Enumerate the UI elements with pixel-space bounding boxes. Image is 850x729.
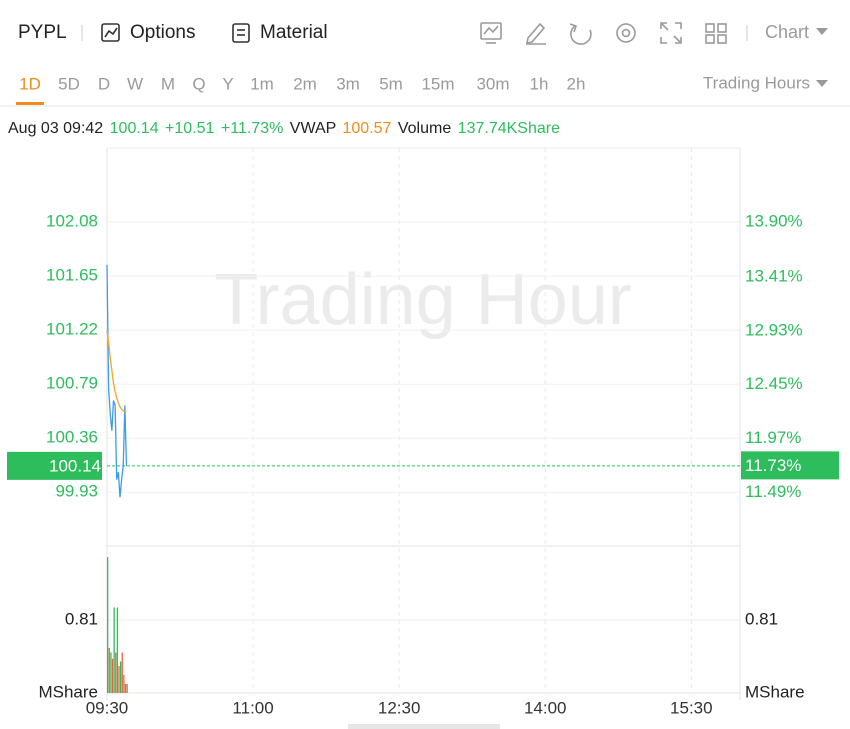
y-tick-label: 99.93 <box>55 482 98 501</box>
quote-time: Aug 03 09:42 <box>8 120 103 137</box>
volume-bar <box>115 652 117 693</box>
period-tab[interactable]: W <box>127 74 143 93</box>
period-tab[interactable]: D <box>98 74 110 93</box>
y2-tick-label: 13.90% <box>745 212 803 231</box>
dropdown-arrow <box>816 80 828 87</box>
last-change-badge <box>741 451 839 480</box>
volume-bar <box>118 665 120 693</box>
period-tab[interactable]: 1m <box>250 74 274 93</box>
last-change-label: 11.73% <box>745 456 801 475</box>
material-button[interactable]: Material <box>260 22 328 43</box>
volume-bar <box>108 647 110 693</box>
fullscreen-icon[interactable] <box>660 22 682 44</box>
volume-bar <box>124 683 127 693</box>
draw-icon[interactable] <box>525 22 546 45</box>
quote-change: +10.51 <box>165 120 214 137</box>
y2-tick-label: 12.93% <box>745 320 803 339</box>
watermark: Trading Hour <box>214 260 632 340</box>
quote-change-pct: +11.73% <box>221 120 283 137</box>
volume-bar <box>126 683 128 693</box>
y-tick-label: 102.08 <box>46 212 98 231</box>
price-line <box>106 330 127 413</box>
y-tick-label: 101.65 <box>46 266 98 285</box>
settings-icon[interactable] <box>616 23 636 43</box>
x-tick-label: 14:00 <box>524 698 567 717</box>
y2-tick-label: 12.45% <box>745 374 803 393</box>
volume-bar <box>111 658 114 693</box>
vwap-value: 100.57 <box>342 120 391 137</box>
session-menu[interactable]: Trading Hours <box>703 73 810 92</box>
volume-bar <box>123 674 125 693</box>
indicator-icon[interactable] <box>480 22 502 44</box>
x-tick-label: 09:30 <box>86 698 129 717</box>
active-underline <box>16 102 44 105</box>
period-tab[interactable]: Q <box>192 74 205 93</box>
period-tab[interactable]: 5m <box>379 74 403 93</box>
volume-bar <box>113 607 115 693</box>
material-icon[interactable] <box>232 23 250 43</box>
dropdown-arrow <box>816 28 828 35</box>
chart: Trading Hour 09:30 11:00 12:30 14:00 15:30 99.… <box>7 147 839 717</box>
period-tab[interactable]: 3m <box>336 74 360 93</box>
scrollbar[interactable] <box>348 724 500 729</box>
volume-bar <box>116 607 119 693</box>
period-tab[interactable]: 30m <box>476 74 509 93</box>
x-tick-label: 12:30 <box>378 698 421 717</box>
y-tick-label: 101.22 <box>46 320 98 339</box>
layout-icon[interactable] <box>705 23 727 44</box>
period-tabs: 1D 5D D W M Q Y 1m 2m 3m 5m 15m 30m 1h 2h <box>16 74 585 105</box>
y2-tick-label: 11.97% <box>745 428 801 447</box>
volume-label: Volume <box>398 120 451 137</box>
period-tab[interactable]: 1D <box>19 74 41 93</box>
symbol[interactable]: PYPL <box>18 22 67 43</box>
period-tab[interactable]: 2h <box>567 74 586 93</box>
volume-unit: MShare <box>745 682 805 701</box>
x-tick-label: 11:00 <box>232 698 273 717</box>
period-tab[interactable]: 15m <box>421 74 454 93</box>
period-tab[interactable]: 1h <box>530 74 549 93</box>
y-tick-label: 0.81 <box>65 610 98 629</box>
x-tick-label: 15:30 <box>670 698 713 717</box>
volume-bar <box>107 557 109 693</box>
y-tick-label: 100.36 <box>46 428 98 447</box>
reset-icon[interactable] <box>569 23 592 45</box>
quote-price: 100.14 <box>110 120 159 137</box>
y-tick-label: 100.79 <box>46 374 98 393</box>
options-icon[interactable] <box>101 23 120 42</box>
y2-tick-label: 13.41% <box>745 266 803 285</box>
period-tab[interactable]: 5D <box>58 74 80 93</box>
chart-menu[interactable]: Chart <box>765 22 809 42</box>
quote-line: Aug 03 09:42 100.14 +10.51 +11.73% VWAP … <box>8 120 560 137</box>
volume-value: 137.74KShare <box>458 120 560 137</box>
period-tab[interactable]: Y <box>222 74 233 93</box>
period-tab[interactable]: M <box>161 74 175 93</box>
last-price-label: 100.14 <box>49 456 101 475</box>
last-price-badge <box>7 451 102 480</box>
volume-bar <box>121 652 123 693</box>
period-tab[interactable]: 2m <box>293 74 317 93</box>
volume-unit: MShare <box>38 682 98 701</box>
volume-bar <box>110 652 112 693</box>
volume-bar <box>119 661 122 693</box>
options-button[interactable]: Options <box>130 22 195 43</box>
y2-tick-label: 0.81 <box>745 610 778 629</box>
vwap-label: VWAP <box>290 120 336 137</box>
y2-tick-label: 11.49% <box>745 482 801 501</box>
